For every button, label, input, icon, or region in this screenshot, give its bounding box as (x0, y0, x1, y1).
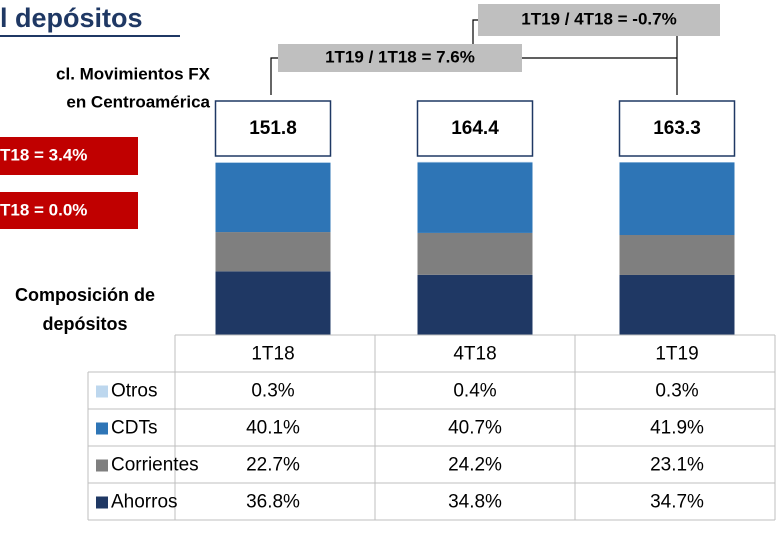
column-header: 4T18 (453, 344, 496, 365)
column-header: 1T18 (251, 344, 294, 365)
total-label: 151.8 (249, 118, 297, 139)
growth-box (0, 137, 138, 175)
annotation-box (478, 4, 720, 36)
cell-value: 22.7% (246, 455, 300, 476)
legend-swatch (96, 459, 108, 472)
cell-value: 24.2% (448, 455, 502, 476)
bar-segment (417, 161, 533, 163)
total-box (214, 100, 332, 157)
cell-value: 40.7% (448, 418, 502, 439)
table-title: Composición de (15, 285, 155, 305)
legend-label: Otros (111, 381, 157, 402)
annotation: 1T19 / 1T18 = 7.6% (325, 47, 475, 66)
cell-value: 41.9% (650, 418, 704, 439)
note: en Centroamérica (66, 92, 210, 111)
cell-value: 40.1% (246, 418, 300, 439)
note: cl. Movimientos FX (56, 64, 211, 83)
legend-label: CDTs (111, 418, 157, 439)
total-label: 164.4 (451, 118, 499, 139)
bar-segment (619, 274, 735, 335)
cell-value: 23.1% (650, 455, 704, 476)
title: l depósitos (0, 3, 143, 33)
legend-label: Ahorros (111, 492, 178, 513)
bar-segment (619, 162, 735, 163)
annotation: 1T19 / 4T18 = -0.7% (521, 9, 676, 28)
bar-segment (215, 162, 331, 163)
cell-value: 34.8% (448, 492, 502, 513)
legend-swatch (96, 422, 108, 435)
total-box (618, 100, 736, 157)
bar-segment (619, 162, 735, 236)
bar-segment (215, 232, 331, 272)
column-header: 1T19 (655, 344, 698, 365)
cell-value: 36.8% (246, 492, 300, 513)
bar-segment (619, 235, 735, 275)
bar-segment (417, 232, 533, 275)
growth-text: T18 = 3.4% (0, 145, 87, 164)
cell-value: 0.3% (655, 381, 698, 402)
legend-label: Corrientes (111, 455, 199, 476)
cell-value: 0.4% (453, 381, 496, 402)
bar-segment (215, 271, 331, 335)
bar-segment (417, 274, 533, 335)
growth-text: T18 = 0.0% (0, 200, 87, 219)
cell-value: 0.3% (251, 381, 294, 402)
total-box (416, 100, 534, 157)
annotation-box (278, 44, 522, 72)
bar-segment (215, 162, 331, 233)
legend-swatch (96, 496, 108, 509)
total-label: 163.3 (653, 118, 701, 139)
cell-value: 34.7% (650, 492, 704, 513)
legend-swatch (96, 385, 108, 398)
growth-box (0, 192, 138, 229)
table-title: depósitos (42, 314, 127, 334)
bar-segment (417, 162, 533, 233)
